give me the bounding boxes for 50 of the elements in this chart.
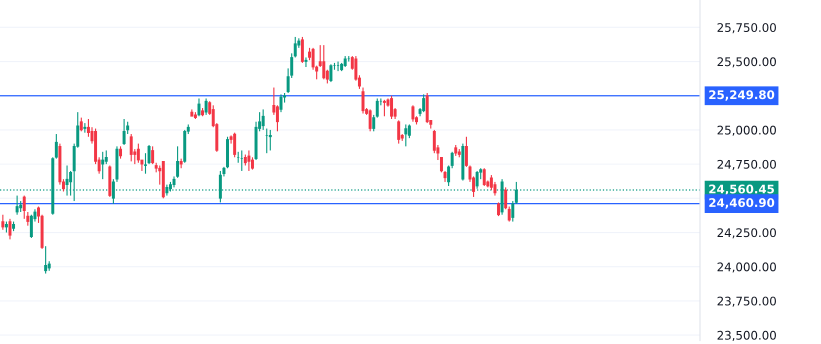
candlestick [362, 86, 365, 114]
candlestick [262, 108, 265, 130]
ref-line-label: 25,249.80 [709, 90, 774, 101]
candlestick [119, 146, 122, 160]
candlestick [8, 218, 12, 240]
candlestick [122, 118, 126, 146]
candlestick [12, 221, 16, 232]
candlestick [233, 132, 236, 158]
candlestick [300, 36, 304, 64]
candlestick [422, 94, 426, 113]
candlestick [411, 104, 414, 122]
candlestick [322, 44, 326, 80]
candlestick [101, 151, 104, 180]
candlestick [404, 124, 408, 147]
candlestick [4, 221, 8, 234]
candlestick [130, 133, 133, 162]
candlestick [304, 56, 308, 68]
candlestick [368, 108, 372, 132]
candlestick [382, 99, 386, 117]
candlestick [80, 117, 83, 132]
y-tick-label: 23,500.00 [718, 330, 776, 341]
y-tick-label: 24,750.00 [718, 160, 776, 170]
y-tick-label: 25,750.00 [718, 23, 776, 34]
candlestick [454, 144, 458, 156]
candlestick [268, 129, 272, 152]
candlestick [280, 94, 282, 113]
candlestick [54, 133, 58, 160]
candlestick [204, 98, 208, 116]
ref-line-label: 24,460.90 [709, 198, 774, 209]
candlestick [197, 98, 200, 117]
candlestick [397, 120, 400, 144]
candlestick [180, 158, 183, 169]
y-tick-label: 25,000.00 [718, 126, 776, 136]
candlestick [151, 146, 154, 165]
candlestick [390, 95, 394, 120]
y-tick-label: 23,750.00 [718, 296, 776, 307]
candlestick [136, 143, 140, 164]
candlestick [329, 64, 332, 83]
candlestick [44, 246, 48, 274]
candlestick [66, 164, 69, 196]
candlestick [83, 122, 86, 134]
candlestick [247, 150, 250, 172]
y-tick-label: 24,250.00 [718, 228, 776, 238]
y-tick-label: 24,000.00 [718, 262, 776, 273]
candlestick [1, 214, 4, 230]
candlestick [344, 56, 347, 68]
y-tick-label: 25,500.00 [718, 57, 776, 68]
candlestick [497, 202, 500, 217]
candlestick [16, 195, 19, 216]
ref-line-label: 24,560.45 [709, 184, 774, 195]
